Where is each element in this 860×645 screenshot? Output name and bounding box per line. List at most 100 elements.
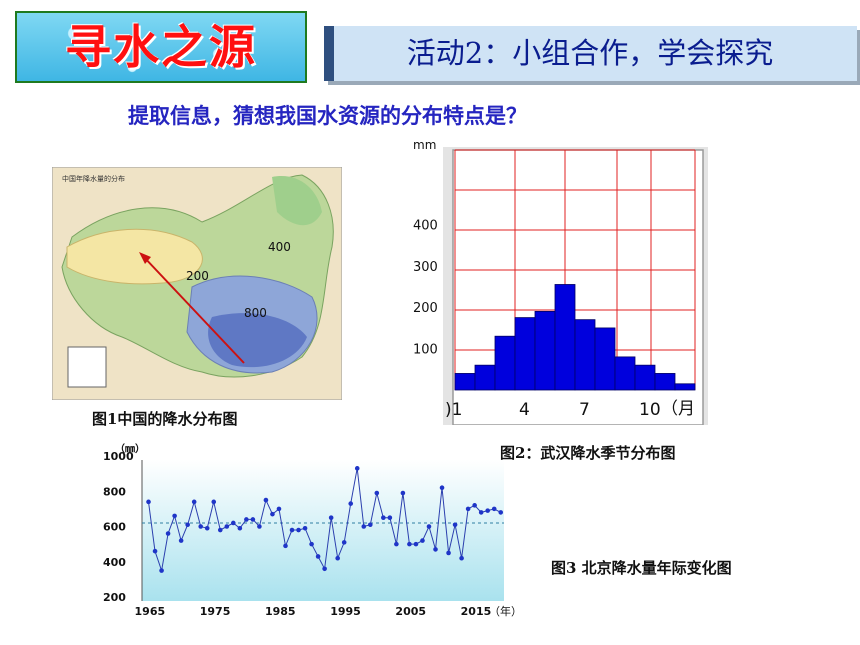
wuhan-bar-4: [514, 317, 536, 391]
beijing-unit-label: （㎜）: [115, 442, 145, 455]
beijing-xtick-label: 1995: [330, 605, 361, 618]
wuhan-ytick-label: 300: [413, 260, 438, 275]
wuhan-ytick-label: 400: [413, 218, 438, 233]
beijing-point-1992: [322, 566, 327, 572]
beijing-point-2003: [394, 541, 399, 547]
beijing-ytick-label: 600: [103, 521, 126, 534]
beijing-point-2018: [491, 506, 497, 512]
wuhan-xtick-label: 7: [579, 400, 590, 420]
beijing-point-1990: [309, 541, 314, 547]
china-precipitation-map: 中国年降水量的分布 200 400 800: [52, 167, 342, 400]
beijing-ytick-label: 200: [103, 591, 126, 604]
beijing-point-2002: [387, 515, 393, 520]
beijing-point-1983: [263, 497, 269, 503]
wuhan-chart: mm 100 200 300 400 )1 4 7 10 （月: [413, 138, 708, 425]
beijing-point-2004: [400, 490, 406, 496]
beijing-point-1999: [367, 522, 373, 528]
wuhan-caption: 图2：武汉降水季节分布图: [500, 444, 676, 462]
beijing-point-1972: [191, 499, 197, 505]
beijing-point-1978: [231, 520, 236, 526]
beijing-point-2015: [472, 503, 477, 508]
question-text: 提取信息，猜想我国水资源的分布特点是？: [128, 103, 527, 128]
wuhan-bar-5: [534, 310, 556, 391]
beijing-point-1991: [315, 554, 321, 559]
beijing-point-1989: [302, 525, 308, 531]
wuhan-bar-9: [614, 356, 636, 391]
beijing-point-1966: [152, 548, 158, 554]
beijing-xtick-label: 1965: [135, 605, 166, 618]
map-inner-title: 中国年降水量的分布: [62, 174, 125, 183]
map-caption: 图1中国的降水分布图: [92, 410, 238, 428]
wuhan-bar-7: [574, 319, 596, 391]
activity-title: 活动2：小组合作，学会探究: [406, 36, 774, 70]
beijing-point-2017: [485, 508, 490, 513]
beijing-point-1987: [289, 527, 295, 533]
beijing-x-unit: （年）: [489, 604, 522, 618]
map-label-200: 200: [186, 269, 209, 283]
beijing-ytick-label: 400: [103, 556, 126, 569]
wuhan-x-unit: （月: [661, 399, 695, 419]
beijing-point-2011: [446, 550, 451, 556]
beijing-point-1979: [237, 525, 243, 531]
beijing-point-1984: [270, 511, 275, 517]
beijing-point-1994: [335, 555, 340, 561]
wuhan-bar-1: [454, 373, 476, 391]
beijing-point-2009: [433, 547, 438, 552]
beijing-point-1982: [257, 524, 262, 529]
beijing-point-1970: [178, 538, 184, 543]
map-label-400: 400: [268, 240, 291, 254]
beijing-point-1997: [354, 466, 360, 471]
beijing-point-1973: [198, 524, 204, 529]
beijing-point-2005: [407, 541, 412, 547]
beijing-ytick-label: 800: [103, 485, 126, 498]
wuhan-xtick-label: 4: [519, 400, 530, 420]
beijing-point-1976: [217, 527, 223, 533]
wuhan-xtick-label: 10: [639, 400, 661, 420]
beijing-point-1969: [172, 513, 177, 519]
wuhan-ytick-label: 100: [413, 343, 438, 358]
wuhan-bar-2: [474, 364, 496, 391]
beijing-point-1975: [211, 499, 217, 505]
wuhan-bar-10: [634, 364, 656, 391]
beijing-point-2008: [426, 524, 432, 529]
beijing-point-2007: [420, 538, 425, 543]
beijing-point-2016: [478, 510, 484, 515]
beijing-point-1981: [250, 517, 256, 522]
wuhan-unit-label: mm: [413, 138, 436, 152]
beijing-point-1998: [361, 524, 367, 529]
beijing-point-1974: [204, 525, 210, 531]
beijing-point-1977: [224, 524, 230, 529]
beijing-point-1988: [296, 527, 301, 533]
beijing-point-1993: [328, 515, 334, 520]
beijing-xtick-label: 1985: [265, 605, 296, 618]
beijing-xtick-label: 1975: [200, 605, 231, 618]
beijing-point-2012: [452, 522, 458, 528]
beijing-point-1980: [244, 517, 249, 522]
beijing-point-2001: [381, 515, 386, 520]
beijing-chart: （㎜） 200 400 600 800 1000 1965 1975 1985 1995 200…: [103, 442, 522, 618]
beijing-point-2010: [439, 485, 445, 491]
beijing-point-2013: [459, 555, 464, 561]
beijing-point-1986: [283, 543, 288, 549]
beijing-ytick-label: 1000: [103, 450, 134, 463]
activity-banner: [324, 26, 857, 81]
wuhan-xtick-label: )1: [445, 400, 462, 420]
beijing-point-1967: [159, 568, 164, 573]
beijing-point-2006: [413, 541, 419, 547]
beijing-xtick-label: 2015: [461, 605, 492, 618]
beijing-point-1968: [165, 531, 171, 536]
map-label-800: 800: [244, 306, 267, 320]
beijing-point-1985: [276, 506, 282, 512]
beijing-caption: 图3 北京降水量年际变化图: [551, 559, 732, 577]
beijing-point-1996: [348, 501, 354, 506]
beijing-point-2019: [498, 510, 504, 515]
page-title: 寻水之源: [65, 20, 257, 74]
beijing-point-1995: [341, 540, 347, 545]
wuhan-bar-6: [554, 284, 576, 391]
wuhan-bar-11: [654, 373, 676, 391]
wuhan-bar-8: [594, 327, 616, 391]
wuhan-bar-3: [494, 335, 516, 391]
title-banner: [15, 11, 307, 83]
wuhan-ytick-label: 200: [413, 301, 438, 316]
beijing-point-2014: [465, 506, 471, 512]
